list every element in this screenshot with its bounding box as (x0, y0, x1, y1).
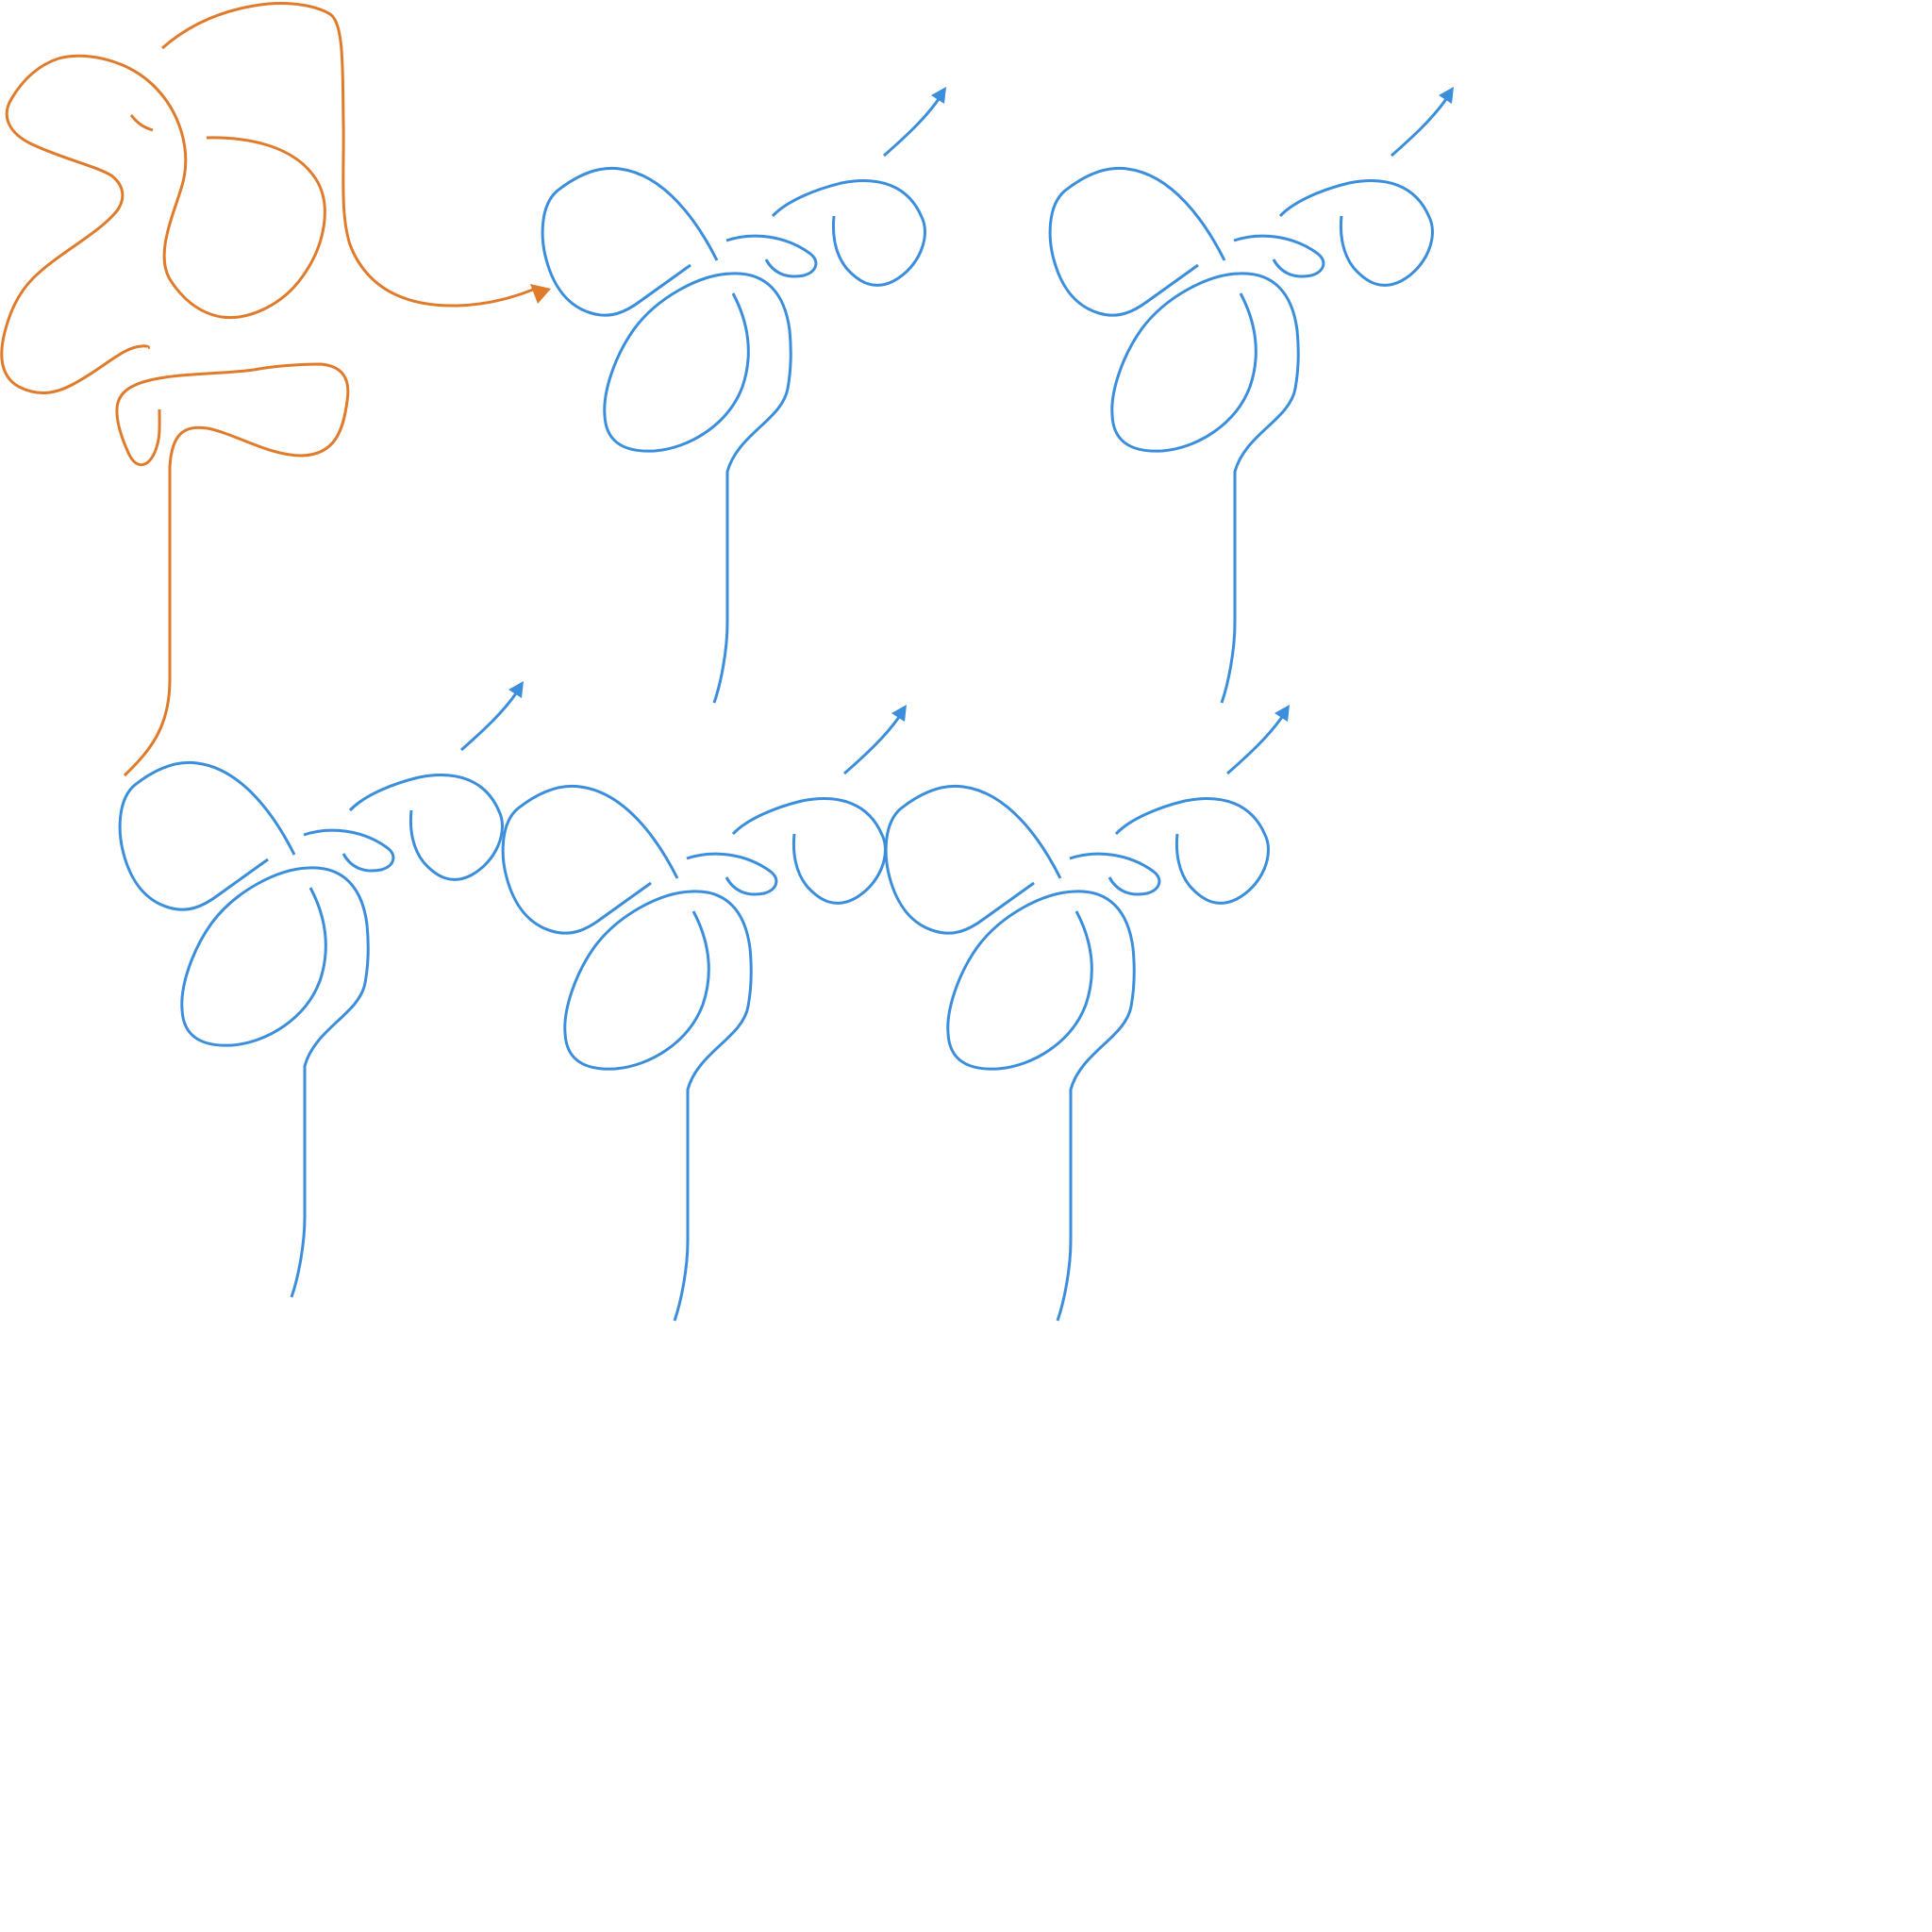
original-strand-top-right (161, 2, 534, 308)
original-strand-bottom-left-loop (115, 368, 255, 467)
knot-variant-3 (118, 679, 525, 1299)
original-strand-center-loop (0, 54, 326, 394)
original-arrow-head (530, 284, 551, 304)
original-strand-small-tick (129, 114, 154, 132)
knot-variant-2 (1048, 85, 1456, 705)
original-strand-bottom (123, 362, 350, 777)
knot-variant-4 (501, 703, 908, 1323)
knot-variant-5 (884, 703, 1291, 1323)
knot-original (0, 2, 551, 777)
knot-variant-1 (541, 85, 948, 705)
